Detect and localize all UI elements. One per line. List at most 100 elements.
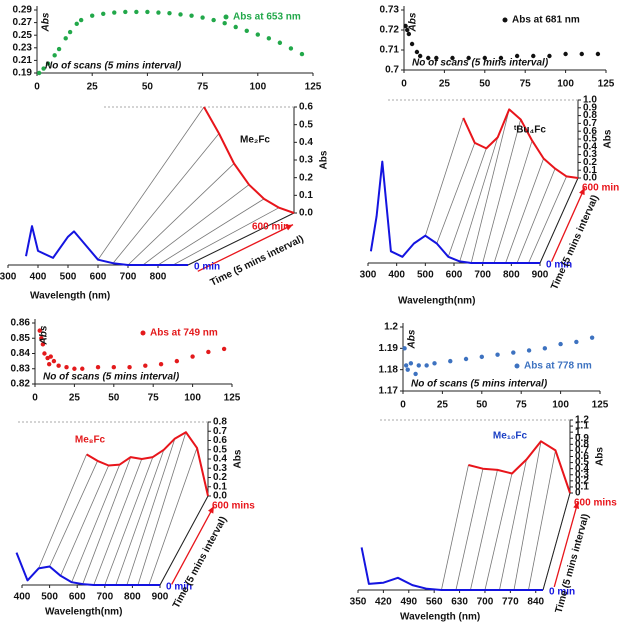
y-tick-label: 0.3 [213, 463, 227, 474]
surface-line [424, 117, 464, 236]
y-tick-label: 0.5 [299, 119, 313, 130]
legend-label: Abs at 681 nm [512, 15, 580, 26]
data-point [45, 61, 51, 66]
y-tick-label: 0.2 [299, 172, 313, 183]
y-tick-label: 1.18 [379, 364, 399, 375]
x-tick-label: 100 [557, 79, 574, 90]
data-point [579, 51, 584, 57]
legend-label: Abs at 778 nm [524, 361, 592, 372]
data-point [211, 17, 216, 23]
surface-line [455, 468, 484, 591]
y-tick-label: 0.1 [583, 165, 597, 176]
surface-line [470, 109, 510, 264]
y-tick-label: 0.4 [575, 463, 589, 474]
surface-line [93, 458, 143, 586]
data-point [563, 51, 568, 57]
y-tick-label: 0.3 [299, 155, 313, 166]
x-tick-label: 100 [249, 82, 266, 93]
x-tick-label: 300 [0, 272, 17, 283]
data-point [95, 365, 101, 370]
surface-line [142, 184, 250, 266]
data-point [514, 53, 520, 59]
surface-line [112, 133, 220, 264]
x-tick-label: 75 [197, 82, 209, 93]
data-point [408, 361, 414, 366]
surface-line [60, 465, 110, 576]
x-tick-label: 300 [360, 270, 377, 281]
x-tick-label: 900 [152, 592, 169, 603]
x-tick-label: 350 [350, 597, 367, 608]
y-tick-label: 0.4 [583, 141, 597, 152]
x-axis-label: Wavelength (nm) [30, 291, 110, 302]
data-point [221, 346, 227, 352]
time-arrow-head [573, 501, 580, 510]
x-tick-label: 50 [108, 393, 120, 404]
x-tick-label: 50 [476, 400, 488, 411]
data-point [558, 341, 563, 347]
data-point [255, 32, 260, 37]
data-point [46, 361, 52, 367]
y-axis-label: Abs [595, 447, 606, 466]
y-tick-label: 1.2 [575, 415, 589, 426]
data-point [52, 53, 57, 58]
series-label: 600 min [252, 222, 289, 233]
x-tick-label: 400 [14, 592, 31, 603]
surface-line [97, 106, 205, 260]
x-axis-label: No of scans (5 mins interval) [412, 58, 549, 69]
data-point [416, 363, 421, 368]
x-tick-label: 600 [69, 592, 86, 603]
y-tick-label: 0.8 [583, 110, 597, 121]
x-tick-label: 490 [400, 597, 417, 608]
data-point [277, 40, 283, 45]
data-point [482, 55, 487, 61]
data-point [72, 366, 77, 371]
y-tick-label: 0.0 [213, 491, 227, 502]
x-tick-label: 100 [552, 400, 569, 411]
data-point [101, 11, 106, 16]
data-point [450, 55, 455, 61]
x-tick-label: 700 [120, 272, 137, 283]
spectrum-line [203, 106, 295, 214]
y-tick-label: 0.6 [575, 451, 589, 462]
data-point [426, 55, 431, 61]
surface-line [49, 460, 98, 567]
surface-line [148, 447, 198, 586]
surface-line [115, 449, 165, 586]
y-tick-label: 0.6 [583, 126, 597, 137]
y-tick-label: 0.0 [583, 173, 597, 184]
x-tick-label: 125 [598, 79, 615, 90]
data-point [90, 13, 95, 18]
surface-line [38, 454, 87, 569]
y-tick-label: 0.23 [13, 42, 33, 53]
y-tick-label: 0.86 [11, 318, 31, 329]
data-point [112, 10, 117, 15]
x-axis-label: Wavelength(nm) [45, 607, 122, 618]
y-tick-label: 0.73 [380, 5, 400, 16]
y-tick-label: 0.9 [583, 102, 597, 113]
x-tick-label: 0 [34, 82, 40, 93]
data-point [405, 27, 410, 33]
surface-line [459, 137, 499, 262]
x-tick-label: 400 [30, 272, 47, 283]
surface-line [441, 464, 469, 591]
x-axis-label: No of scans (5 mins interval) [411, 379, 548, 390]
data-point [64, 365, 69, 370]
y-tick-label: 0.7 [575, 445, 589, 456]
surface-line [157, 198, 265, 266]
y-tick-label: 1.0 [583, 95, 597, 106]
data-point [413, 371, 418, 377]
x-tick-label: 840 [527, 597, 544, 608]
spectrum-line [15, 552, 160, 586]
data-point [244, 28, 249, 33]
surface-line [104, 457, 154, 586]
data-point [145, 9, 150, 15]
data-point [39, 336, 44, 341]
surface-line [482, 119, 522, 264]
x-axis-label: No of scans (5 mins interval) [45, 61, 182, 72]
y-tick-label: 0.82 [11, 379, 31, 390]
legend-label: Abs at 653 nm [233, 12, 301, 23]
series-label: 0 min [546, 260, 572, 271]
data-point [409, 41, 415, 47]
z-axis-label: Time (5 mins interval) [171, 515, 229, 611]
x-tick-label: 0 [32, 393, 38, 404]
